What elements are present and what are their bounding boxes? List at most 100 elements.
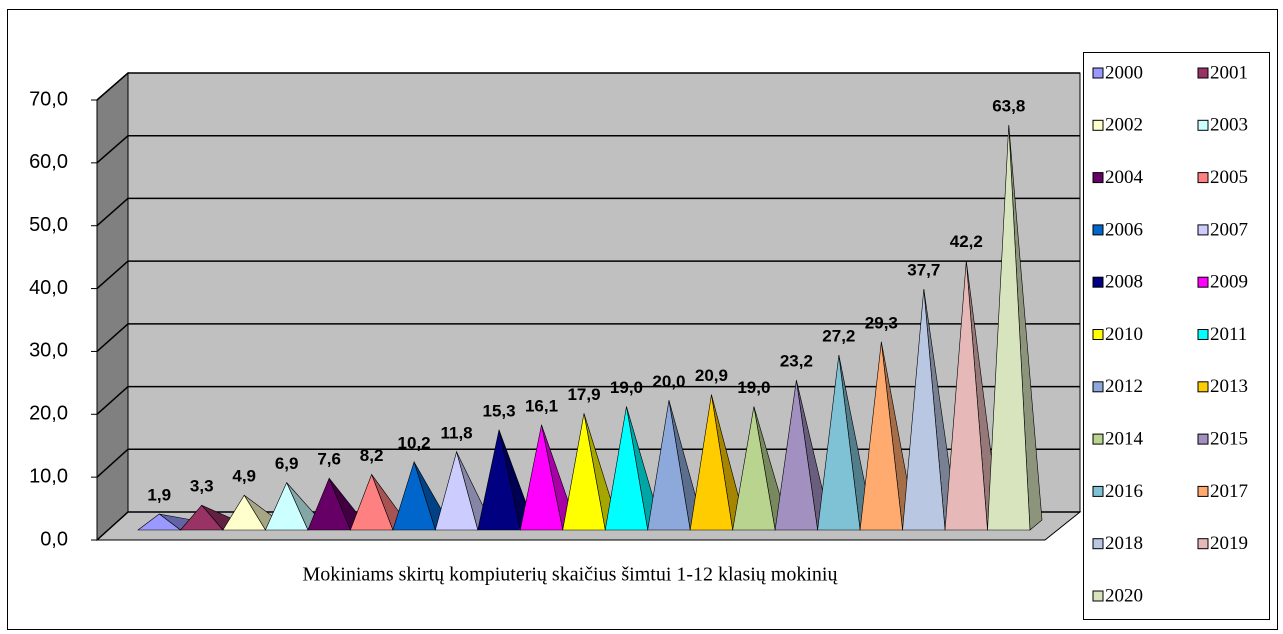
y-tick-label: 10,0 <box>29 465 68 487</box>
legend-label: 2007 <box>1210 219 1248 240</box>
legend-swatch <box>1197 433 1209 445</box>
y-tick-label: 20,0 <box>29 403 68 425</box>
value-label: 16,1 <box>525 396 558 415</box>
grid-line <box>96 197 1080 227</box>
legend-label: 2005 <box>1210 167 1248 188</box>
pyramid-side-shade <box>456 451 490 530</box>
pyramid-front <box>434 450 479 531</box>
legend-label: 2003 <box>1210 115 1248 136</box>
y-tick-label: 60,0 <box>29 151 68 173</box>
value-label: 29,3 <box>865 313 898 332</box>
pyramid-side-shade <box>711 394 745 530</box>
legend-label: 2016 <box>1105 481 1143 502</box>
pyramid-side-shade <box>329 478 363 530</box>
value-label: 19,0 <box>737 378 770 397</box>
pyramid-side-shade <box>923 289 958 530</box>
value-label: 23,2 <box>780 352 813 371</box>
legend-label: 2006 <box>1105 219 1143 240</box>
grid-line <box>96 323 1080 352</box>
pyramid-front <box>222 494 266 531</box>
pyramid <box>859 341 915 531</box>
pyramid <box>392 460 448 531</box>
value-label: 20,0 <box>652 372 685 391</box>
pyramid-side-shade <box>584 413 618 530</box>
grid-line <box>96 72 1080 101</box>
value-label: 7,6 <box>317 450 341 469</box>
legend-swatch <box>1197 538 1209 550</box>
legend-swatch <box>1197 276 1209 288</box>
grid-line <box>96 134 1080 164</box>
legend-label: 2004 <box>1105 167 1144 188</box>
pyramid <box>264 481 321 531</box>
legend-label: 2014 <box>1105 428 1144 449</box>
pyramid-front <box>944 260 988 531</box>
value-label: 15,3 <box>483 401 516 420</box>
pyramid-front <box>392 460 436 531</box>
pyramid-front <box>562 413 606 531</box>
pyramid-side-shade <box>414 461 448 530</box>
pyramid-front <box>774 380 818 531</box>
legend-swatch <box>1197 172 1209 184</box>
side-wall <box>96 71 129 542</box>
pyramid-front <box>859 341 903 531</box>
value-label: 4,9 <box>232 467 256 486</box>
legend <box>1083 52 1270 620</box>
pyramid <box>647 400 703 531</box>
value-label: 37,7 <box>907 261 940 280</box>
value-label: 10,2 <box>398 433 431 452</box>
pyramid <box>349 473 406 531</box>
pyramid-front <box>817 354 861 531</box>
pyramid-front <box>349 473 394 531</box>
value-label: 19,0 <box>610 378 643 397</box>
legend-swatch <box>1092 433 1104 445</box>
legend-swatch <box>1197 329 1209 340</box>
legend-swatch <box>1092 538 1104 550</box>
pyramid-front <box>519 424 564 531</box>
pyramid <box>817 354 873 531</box>
pyramid <box>774 380 830 531</box>
legend-label: 2017 <box>1210 481 1248 502</box>
pyramid-side-shade <box>668 400 703 530</box>
legend-label: 2012 <box>1105 376 1143 397</box>
pyramid-side-shade <box>796 380 830 530</box>
pyramid-side-shade <box>838 355 873 530</box>
pyramid <box>987 124 1043 531</box>
y-tick-label: 40,0 <box>29 277 68 299</box>
legend-label: 2000 <box>1105 62 1143 83</box>
pyramid-front <box>477 429 521 531</box>
legend-swatch <box>1092 224 1104 236</box>
y-tick-label: 50,0 <box>29 214 68 236</box>
legend-swatch <box>1092 329 1104 340</box>
category-label: Mokiniams skirtų kompiuterių skaičius ši… <box>303 564 839 586</box>
legend-label: 2015 <box>1210 428 1248 449</box>
pyramid-side-shade <box>626 406 660 530</box>
pyramid <box>477 429 533 531</box>
legend-swatch <box>1092 67 1104 79</box>
legend-swatch <box>1197 224 1209 236</box>
pyramid-side-shade <box>1008 124 1042 530</box>
value-label: 1,9 <box>147 486 171 505</box>
legend-label: 2019 <box>1210 533 1248 554</box>
pyramid-side-shade <box>753 406 788 530</box>
legend-swatch <box>1197 119 1209 131</box>
value-label: 63,8 <box>992 96 1025 115</box>
pyramid-side-shade <box>371 474 405 530</box>
legend-swatch <box>1197 381 1209 393</box>
pyramid-side-shade <box>286 482 320 530</box>
pyramid <box>562 413 618 531</box>
pyramid-front <box>987 124 1031 531</box>
value-label: 6,9 <box>275 454 299 473</box>
pyramid-front <box>732 406 776 531</box>
y-tick-label: 70,0 <box>29 88 68 110</box>
value-label: 8,2 <box>360 446 384 465</box>
pyramid-front <box>264 481 309 531</box>
pyramid-front <box>647 400 691 531</box>
value-label: 27,2 <box>822 327 855 346</box>
pyramid-side-shade <box>881 341 915 530</box>
legend-swatch <box>1092 119 1104 131</box>
legend-label: 2009 <box>1210 272 1248 293</box>
pyramid-front <box>604 406 649 531</box>
legend-swatch <box>1092 276 1104 288</box>
grid-line <box>96 385 1080 415</box>
